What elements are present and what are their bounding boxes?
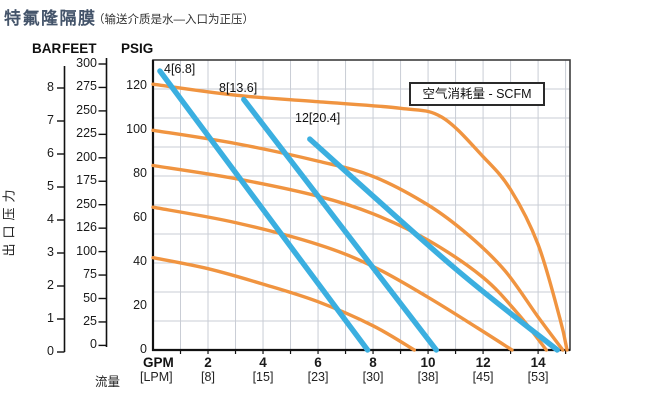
performance-curve-1 — [151, 82, 569, 352]
bar-axis-header: BAR — [32, 41, 62, 56]
air-line-12[20.4] — [307, 136, 560, 353]
air-line-8[13.6] — [241, 96, 439, 353]
psig-axis-header: PSIG — [121, 41, 154, 56]
air-line-label-8: 8[13.6] — [219, 81, 258, 95]
feet-axis-header: FEET — [62, 41, 97, 56]
x-axis-unit-lpm: [LPM] — [140, 370, 173, 384]
air-line-label-4: 4[6.8] — [164, 62, 196, 76]
performance-curve-2 — [151, 128, 565, 352]
chart-subtitle: （输送介质是水—入口为正压） — [93, 14, 254, 26]
legend-box: 空气消耗量 - SCFM — [409, 82, 545, 106]
performance-curve-5 — [151, 256, 416, 352]
x-axis-flow-label: 流量 — [95, 375, 121, 389]
air-line-4[6.8] — [157, 68, 371, 353]
x-axis-unit-gpm: GPM — [143, 355, 174, 370]
air-line-label-12: 12[20.4] — [295, 111, 341, 125]
performance-curve-3 — [151, 163, 548, 352]
chart-title: 特氟隆隔膜 — [4, 9, 97, 28]
